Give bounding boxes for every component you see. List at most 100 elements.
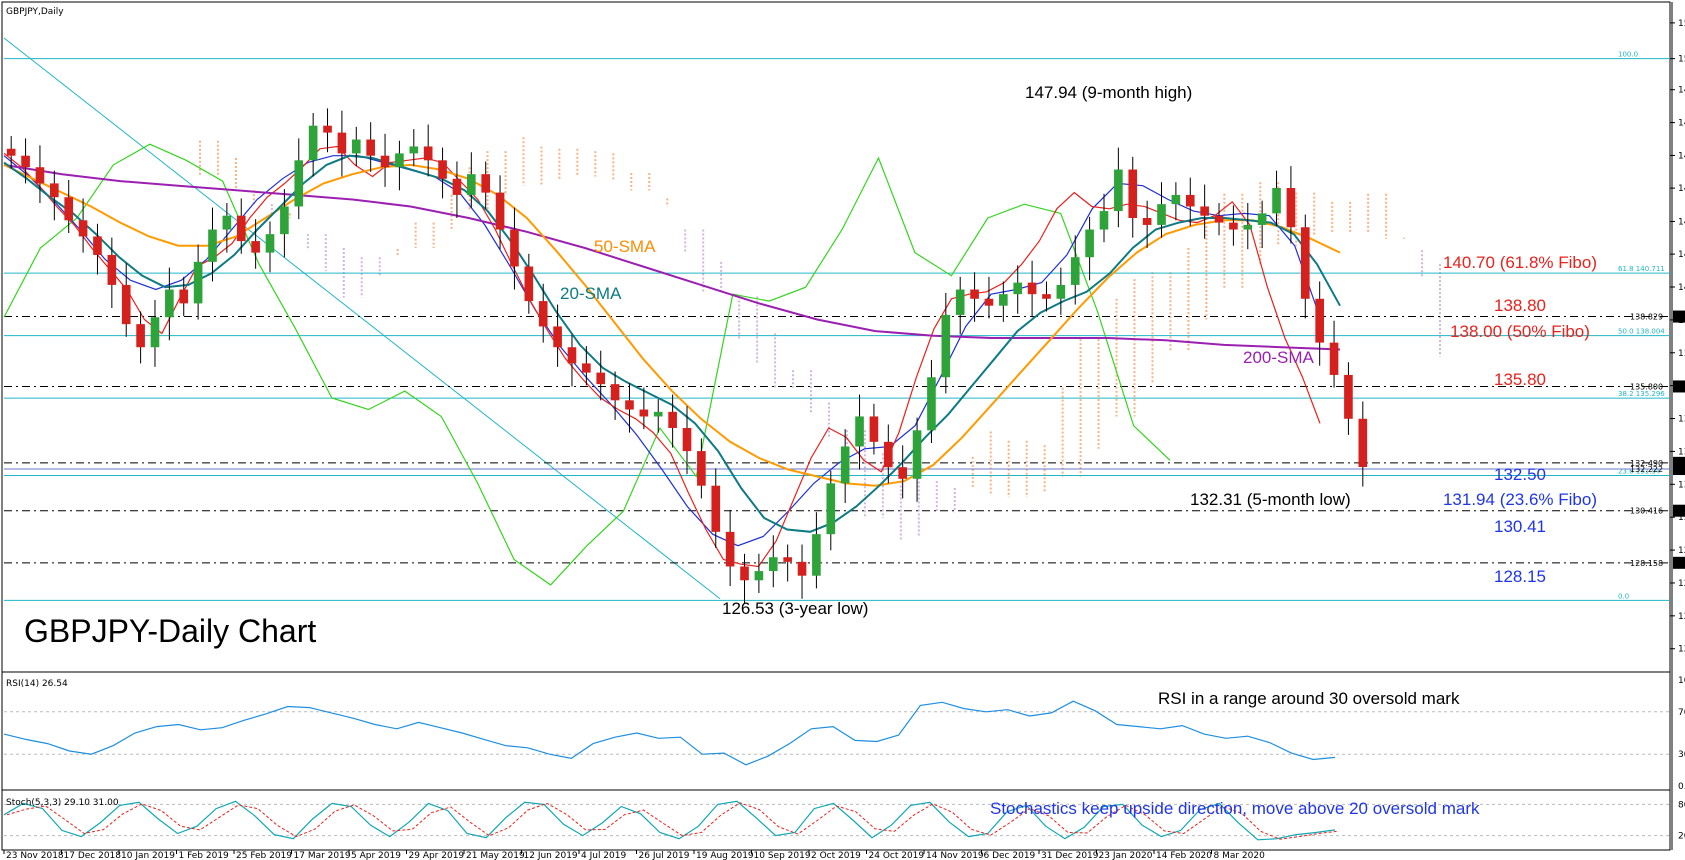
candle-body bbox=[1013, 282, 1023, 295]
candle-body bbox=[725, 531, 735, 567]
candle-body bbox=[337, 132, 347, 154]
candle-body bbox=[1358, 418, 1368, 467]
candle-body bbox=[35, 167, 45, 184]
candle-body bbox=[467, 174, 476, 195]
candle-body bbox=[898, 467, 907, 479]
fib-label: 50.0 138.004 bbox=[1618, 328, 1665, 336]
candle-body bbox=[294, 160, 304, 207]
x-tick-label: 10 Sep 2019 bbox=[754, 851, 811, 860]
price-tag-bg bbox=[1673, 380, 1685, 393]
time-axis: 23 Nov 2018 17 Dec 2018 10 Jan 2019 1 Feb 2… bbox=[3, 850, 1266, 860]
candle-body bbox=[107, 254, 117, 285]
x-tick-label: 19 Aug 2019 bbox=[696, 851, 754, 860]
annotation-high: 147.94 (9-month high) bbox=[1025, 83, 1192, 102]
x-tick-label: 21 May 2019 bbox=[466, 851, 525, 860]
candle-body bbox=[50, 183, 59, 198]
candle-body bbox=[697, 451, 706, 486]
chikou-line bbox=[3, 143, 1171, 586]
candle-body bbox=[1286, 188, 1296, 228]
main-panel-frame bbox=[1, 1, 1671, 673]
candle-body bbox=[984, 298, 994, 306]
price-tag-label: 128.158 bbox=[1630, 559, 1663, 568]
candle-body bbox=[1171, 194, 1181, 205]
y-tick-label: 142.950 bbox=[1678, 217, 1685, 227]
candle-body bbox=[395, 153, 404, 168]
price-tag-label: 138.829 bbox=[1630, 313, 1663, 322]
candle-body bbox=[1070, 257, 1080, 285]
tenkan-line bbox=[3, 145, 1321, 568]
candle-body bbox=[495, 192, 505, 230]
rsi-line bbox=[3, 700, 1336, 766]
candle-body bbox=[1214, 215, 1224, 223]
label-135-80: 135.80 bbox=[1494, 370, 1546, 389]
candle-body bbox=[1128, 169, 1138, 218]
annotation-low-5m: 132.31 (5-month low) bbox=[1190, 490, 1351, 509]
stoch-header: Stoch(5,3,3) 29.10 31.00 bbox=[6, 798, 119, 808]
kijun-line bbox=[3, 155, 1321, 547]
rsi-tick-label: 70.00 bbox=[1678, 708, 1685, 718]
candle-body bbox=[1157, 204, 1166, 225]
x-tick-label: 23 Nov 2018 bbox=[6, 851, 64, 860]
x-tick-label: 12 Jun 2019 bbox=[524, 851, 578, 860]
x-tick-label: 8 Mar 2020 bbox=[1214, 851, 1266, 860]
candlesticks bbox=[6, 108, 1368, 604]
candle-body bbox=[1085, 229, 1094, 258]
candle-body bbox=[21, 155, 30, 168]
stoch-d-line bbox=[6, 802, 1339, 840]
candle-body bbox=[6, 148, 16, 156]
candle-body bbox=[481, 174, 491, 193]
sma-20-line bbox=[3, 154, 1341, 533]
candle-body bbox=[855, 416, 864, 447]
support-resistance-lines bbox=[4, 316, 1670, 564]
candle-body bbox=[682, 428, 692, 452]
candle-body bbox=[1257, 213, 1267, 225]
x-tick-label: 14 Feb 2020 bbox=[1156, 851, 1212, 860]
y-tick-label: 151.555 bbox=[1678, 19, 1685, 29]
candle-body bbox=[150, 317, 160, 348]
label-130-41: 130.41 bbox=[1494, 517, 1546, 536]
symbol-header: GBPJPY,Daily bbox=[6, 7, 64, 17]
price-tag-bg bbox=[1673, 556, 1685, 569]
candle-body bbox=[797, 561, 807, 576]
x-tick-label: 6 Dec 2019 bbox=[984, 851, 1036, 860]
candle-body bbox=[1272, 188, 1281, 214]
x-tick-label: 23 Jan 2020 bbox=[1099, 851, 1153, 860]
candle-body bbox=[653, 411, 663, 417]
candle-body bbox=[927, 377, 936, 431]
candle-body bbox=[1114, 169, 1123, 212]
candle-body bbox=[610, 384, 620, 401]
x-tick-label: 14 Nov 2019 bbox=[926, 851, 984, 860]
x-tick-label: 4 Jul 2019 bbox=[581, 851, 626, 860]
chart-title: GBPJPY-Daily Chart bbox=[24, 613, 316, 649]
y-tick-label: 148.660 bbox=[1678, 86, 1685, 96]
y-tick-label: 140.110 bbox=[1678, 283, 1685, 293]
candle-body bbox=[510, 229, 519, 267]
candle-body bbox=[1185, 194, 1195, 207]
candle-body bbox=[783, 557, 792, 562]
candle-body bbox=[1243, 224, 1253, 230]
rsi-note: RSI in a range around 30 oversold mark bbox=[1158, 689, 1460, 708]
candle-body bbox=[1056, 284, 1066, 299]
stoch-note: Stochastics keep upside direction, move … bbox=[990, 799, 1480, 818]
candle-body bbox=[826, 483, 836, 535]
candle-body bbox=[265, 234, 275, 253]
price-tag-bg bbox=[1673, 504, 1685, 517]
candle-body bbox=[955, 289, 965, 315]
y-tick-label: 128.710 bbox=[1678, 546, 1685, 556]
sma-200-line bbox=[3, 163, 1341, 351]
y-tick-label: 125.860 bbox=[1678, 612, 1685, 622]
stoch-tick-label: 80.00 bbox=[1678, 800, 1685, 810]
y-tick-label: 130.135 bbox=[1678, 513, 1685, 523]
price-axis: 151.555 150.005 148.660 147.235 145.810 144.3… bbox=[1670, 2, 1685, 850]
candle-body bbox=[639, 409, 649, 417]
candle-body bbox=[596, 372, 606, 385]
x-tick-label: 29 Apr 2019 bbox=[409, 851, 465, 860]
price-tag-label: 135.800 bbox=[1630, 382, 1663, 391]
y-tick-label: 131.560 bbox=[1678, 480, 1685, 490]
candle-body bbox=[280, 206, 289, 235]
stochastic-panel: 80.00 20.00 bbox=[3, 800, 1685, 842]
candle-body bbox=[423, 146, 433, 161]
x-tick-label: 17 Mar 2019 bbox=[294, 851, 351, 860]
candle-body bbox=[553, 326, 562, 348]
